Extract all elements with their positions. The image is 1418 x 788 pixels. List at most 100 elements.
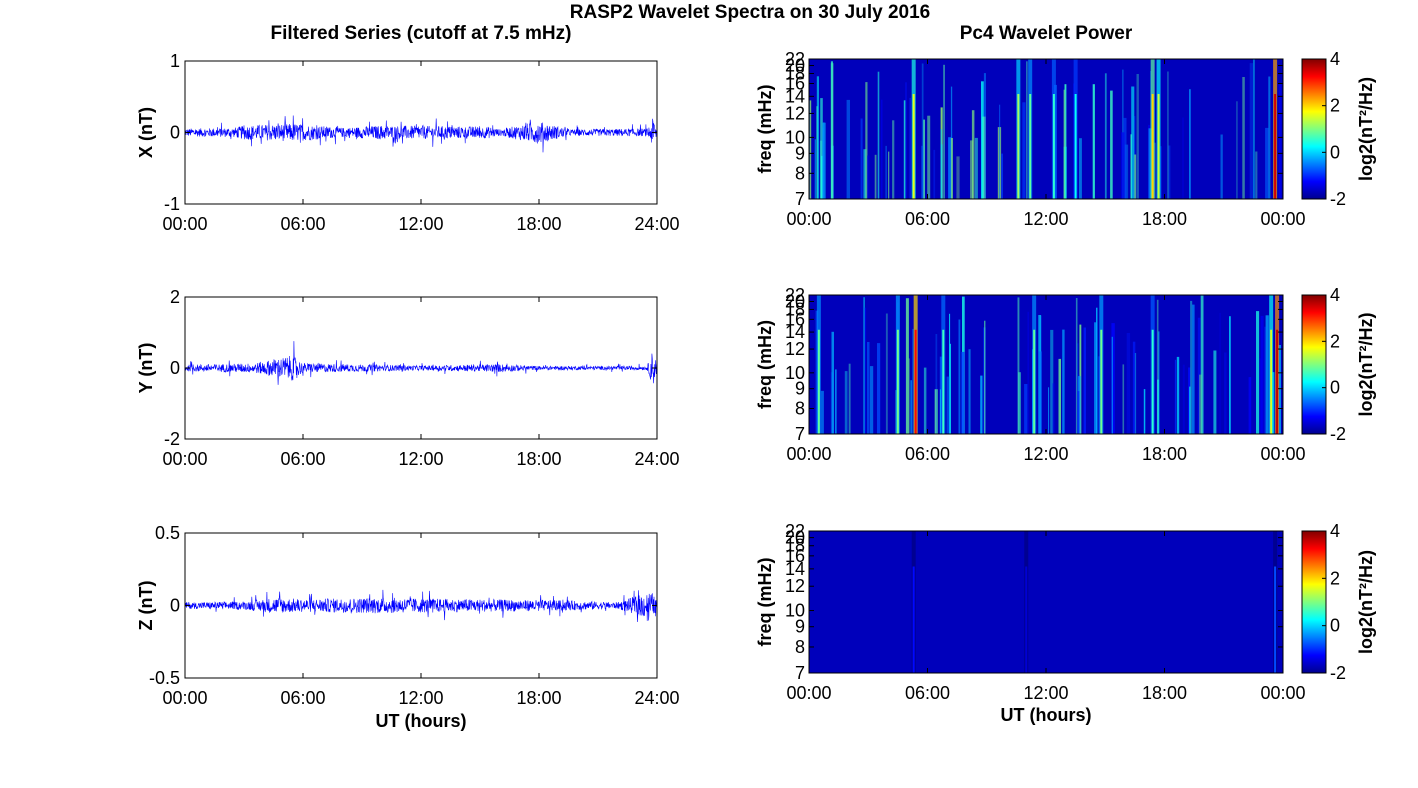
heatmap-cell [950, 138, 953, 199]
heatmap-cell [1220, 134, 1223, 199]
heatmap-cell [1134, 154, 1137, 199]
heatmap-cell [981, 81, 984, 199]
y-tick-label: 22 [785, 285, 805, 305]
heatmap-cell [933, 149, 936, 199]
heatmap-cell [983, 73, 986, 199]
colorbar-tick-label: -2 [1330, 424, 1346, 444]
heatmap-cell [940, 129, 943, 199]
heatmap-cell [1123, 117, 1127, 199]
y-tick-label: -2 [164, 429, 180, 449]
x-tick-label: 06:00 [905, 209, 950, 229]
heatmap-cell [848, 363, 851, 434]
heatmap-cell [939, 389, 941, 434]
heatmap-cell [1027, 311, 1029, 434]
heatmap-cell [822, 122, 826, 199]
heatmap-cell [980, 375, 983, 434]
heatmap-cell [1276, 329, 1279, 434]
heatmap-cell [1100, 329, 1103, 434]
heatmap-cell [1063, 89, 1065, 199]
y-axis-label: freq (mHz) [755, 557, 775, 646]
heatmap-cell [910, 380, 912, 434]
heatmap-cell [846, 99, 850, 199]
heatmap-cell [1018, 372, 1021, 434]
heatmap-cell [914, 329, 917, 434]
heatmap-cell [1131, 86, 1135, 199]
heatmap-cell [1143, 389, 1146, 434]
heatmap-cell [814, 139, 816, 199]
heatmap-background [809, 531, 1283, 673]
heatmap-cell [1022, 102, 1026, 199]
y-tick-label: 16 [785, 74, 805, 94]
x-tick-label: 12:00 [1023, 444, 1068, 464]
heatmap-cell [1278, 345, 1281, 434]
y-tick-label: -0.5 [149, 668, 180, 688]
colorbar-tick-label: -2 [1330, 663, 1346, 683]
x-tick-label: 00:00 [786, 209, 831, 229]
heatmap-cell [1062, 329, 1065, 434]
y-tick-label: 8 [795, 163, 805, 183]
heatmap-cell [1063, 146, 1067, 199]
colorbar-tick-label: 0 [1330, 616, 1340, 636]
heatmap-cell [877, 343, 881, 434]
heatmap-cell [1268, 76, 1271, 199]
heatmap-cell [956, 156, 960, 199]
heatmap-cell [984, 320, 986, 434]
x-tick-label: 06:00 [905, 683, 950, 703]
x-tick-label: 18:00 [1142, 683, 1187, 703]
heatmap-cell [869, 366, 874, 434]
heatmap-cell [874, 154, 877, 199]
heatmap-cell [1213, 350, 1217, 434]
heatmap-cell [1017, 94, 1020, 199]
y-tick-label: 8 [795, 399, 805, 419]
heatmap-cell [1229, 316, 1231, 434]
heatmap-cell [1248, 377, 1252, 434]
y-tick-label: 9 [795, 379, 805, 399]
heatmap-cell [1104, 73, 1107, 199]
heatmap-cell [1182, 364, 1185, 434]
heatmap-cell [1264, 326, 1266, 434]
x-tick-label: 12:00 [398, 214, 443, 234]
series-line [184, 341, 658, 385]
heatmap-cell [999, 104, 1001, 199]
heatmap-cells [911, 531, 1278, 673]
colorbar-tick-label: 4 [1330, 521, 1340, 541]
heatmap-cell [1167, 71, 1169, 199]
colorbar-label: log2(nT²/Hz) [1356, 77, 1376, 181]
heatmap-cell [1274, 94, 1277, 199]
heatmap-cell [921, 63, 924, 199]
y-tick-label: -1 [164, 194, 180, 214]
y-axis-label: freq (mHz) [755, 84, 775, 173]
y-tick-label: 0 [170, 596, 180, 616]
heatmap-cell [1189, 89, 1191, 199]
heatmap-cell [970, 140, 973, 199]
heatmap-cell [1151, 329, 1154, 434]
heatmap-cell [1189, 386, 1191, 434]
heatmap-cell [1111, 323, 1115, 434]
heatmap-cell [912, 94, 915, 199]
heatmap-cell [1265, 315, 1269, 434]
heatmap-cell [1192, 304, 1195, 434]
heatmap-cell [935, 334, 938, 434]
heatmap-cell [1156, 299, 1159, 434]
heatmap-cell [1029, 94, 1032, 199]
colorbar-tick-label: 2 [1330, 568, 1340, 588]
heatmap-cell [1122, 364, 1125, 434]
y-tick-label: 14 [785, 559, 805, 579]
colorbar-tick-label: -2 [1330, 189, 1346, 209]
heatmap-cell [1017, 297, 1020, 434]
heatmap-cell [934, 389, 938, 434]
y-tick-label: 2 [170, 287, 180, 307]
heatmap-cell [815, 310, 819, 434]
heatmap-cell [1083, 327, 1086, 434]
y-tick-label: 18 [785, 299, 805, 319]
y-tick-label: 9 [795, 143, 805, 163]
heatmap-cell [927, 115, 931, 199]
heatmap-cell [1038, 351, 1042, 434]
heatmap-cell [1058, 358, 1061, 434]
x-tick-label: 00:00 [786, 444, 831, 464]
x-tick-label: 00:00 [162, 449, 207, 469]
x-tick-label: 00:00 [1260, 683, 1305, 703]
series-line [184, 115, 658, 153]
heatmap-cell [1052, 94, 1055, 199]
